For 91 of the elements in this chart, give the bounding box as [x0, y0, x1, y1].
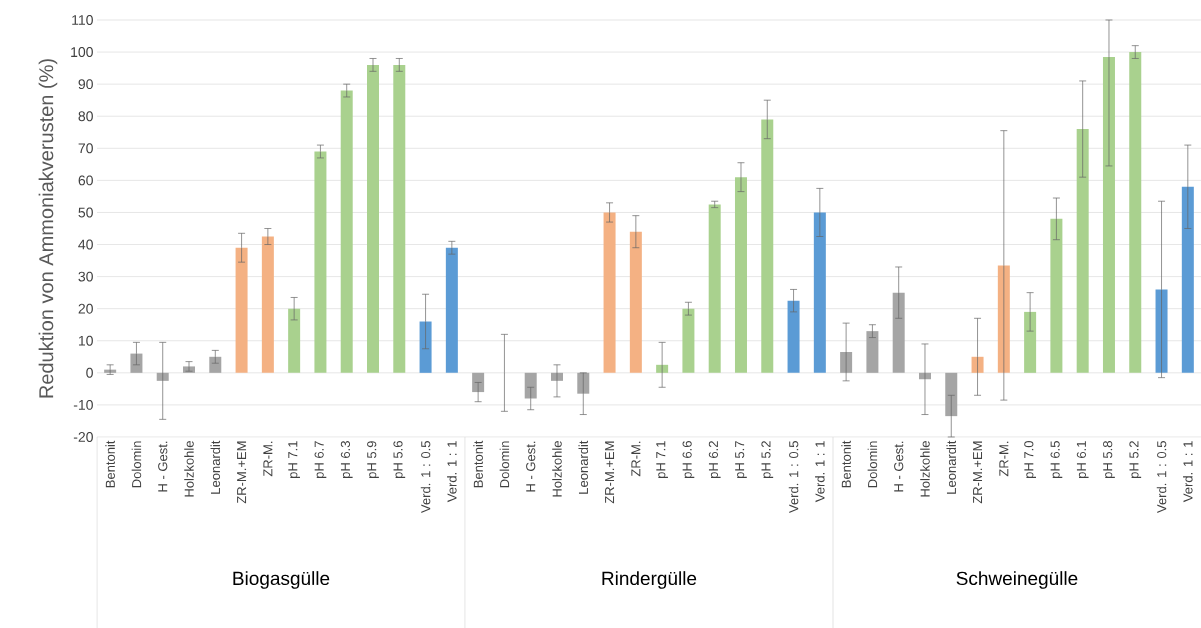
x-tick-label: ZR-M.+EM [973, 441, 983, 504]
y-tick-label: 20 [78, 303, 93, 314]
x-tick-label: Leonardit [578, 440, 589, 494]
text: Biogasgülle [233, 571, 330, 589]
bar [813, 212, 826, 373]
x-tick-label: Verd. 1 : 0.5 [788, 441, 799, 513]
bar [1181, 186, 1194, 373]
bar [1076, 129, 1089, 373]
x-tick-label: pH 5.7 [735, 441, 747, 478]
bar [209, 356, 222, 373]
bar [340, 90, 353, 373]
bar [629, 231, 642, 373]
y-axis-title: Reduktion von Ammoniakverusten (%) [38, 59, 58, 398]
x-tick-label: Verd. 1 : 1 [447, 441, 457, 503]
x-tick-label: H - Gest. [158, 441, 168, 492]
x-tick-label: Bentonit [473, 440, 483, 488]
text: Schweinegülle [956, 571, 1078, 589]
bar [367, 64, 379, 373]
x-tick-label: Bentonit [105, 440, 115, 488]
bar [235, 247, 248, 373]
x-tick-label: Leonardit [210, 440, 221, 494]
x-tick-label: ZR-M.+EM [605, 441, 615, 504]
x-tick-label: Holzkohle [552, 441, 562, 497]
x-tick-label: Holzkohle [920, 441, 930, 497]
y-tick-label: 100 [71, 47, 93, 58]
x-tick-label: pH 6.3 [340, 441, 353, 478]
y-tick-label: 60 [78, 175, 93, 186]
y-tick-label: 90 [78, 79, 93, 90]
bar [1129, 52, 1142, 373]
x-tick-label: Leonardit [946, 440, 957, 494]
bar [288, 308, 301, 373]
bar [945, 372, 958, 417]
y-tick-label: 70 [78, 143, 93, 154]
x-tick-label: pH 7.1 [656, 441, 668, 478]
x-tick-label: H - Gest. [526, 441, 536, 492]
x-tick-label: pH 5.2 [1129, 441, 1142, 478]
bar [892, 292, 905, 373]
bar [524, 372, 537, 399]
x-tick-label: pH 6.6 [682, 441, 695, 478]
text: Rindergülle [602, 571, 697, 589]
x-tick-label: pH 7.0 [1024, 441, 1036, 478]
x-tick-label: pH 7.1 [288, 441, 300, 478]
x-tick-label: Verd. 1 : 1 [1183, 441, 1193, 503]
x-tick-label: pH 5.2 [761, 441, 774, 478]
y-tick-label: 110 [72, 15, 93, 25]
x-tick-label: Verd. 1 : 1 [815, 441, 825, 503]
bar [682, 308, 695, 373]
bar [866, 331, 879, 373]
x-tick-label: pH 5.9 [367, 441, 379, 478]
x-tick-label: pH 6.2 [708, 441, 721, 478]
x-tick-label: Dolomin [499, 441, 510, 488]
x-tick-label: ZR-M. [999, 441, 1009, 477]
x-tick-label: pH 6.5 [1050, 441, 1063, 478]
x-tick-label: H - Gest. [894, 441, 904, 492]
bar [156, 372, 169, 381]
y-tick-label: 80 [78, 111, 93, 122]
bar [787, 300, 800, 373]
x-tick-label: ZR-M.+EM [237, 441, 247, 504]
bar [1102, 56, 1115, 373]
x-tick-label: pH 6.1 [1076, 441, 1089, 478]
bar [1024, 311, 1037, 373]
y-tick-label: 30 [78, 271, 93, 282]
y-tick-label: 50 [78, 207, 93, 218]
x-tick-label: Dolomin [867, 441, 878, 488]
x-tick-label: Dolomin [131, 441, 142, 488]
x-tick-label: Bentonit [841, 440, 851, 488]
y-tick-label: 0 [86, 367, 93, 378]
x-tick-label: Verd. 1 : 0.5 [1156, 441, 1167, 513]
bar [603, 212, 616, 373]
bar [314, 151, 327, 373]
bar [261, 236, 274, 373]
bar [971, 356, 984, 373]
bar [734, 177, 747, 373]
y-tick-label: -10 [73, 399, 93, 410]
y-tick-label: 10 [78, 335, 93, 346]
bar [393, 64, 406, 373]
x-tick-label: pH 5.8 [1103, 441, 1115, 478]
x-tick-label: Holzkohle [184, 441, 194, 497]
y-tick-label: 40 [78, 239, 93, 250]
bar [1050, 218, 1063, 373]
bar [1155, 289, 1168, 373]
x-tick-label: ZR-M. [263, 441, 273, 477]
y-tick-label: -20 [73, 432, 93, 442]
x-tick-label: pH 5.6 [393, 441, 406, 478]
bar [997, 265, 1010, 373]
x-tick-label: Verd. 1 : 0.5 [420, 441, 431, 513]
x-tick-label: ZR-M. [631, 441, 641, 477]
bar [761, 119, 774, 373]
x-tick-label: pH 6.7 [314, 441, 327, 478]
bar [708, 204, 721, 373]
bar [445, 247, 458, 373]
